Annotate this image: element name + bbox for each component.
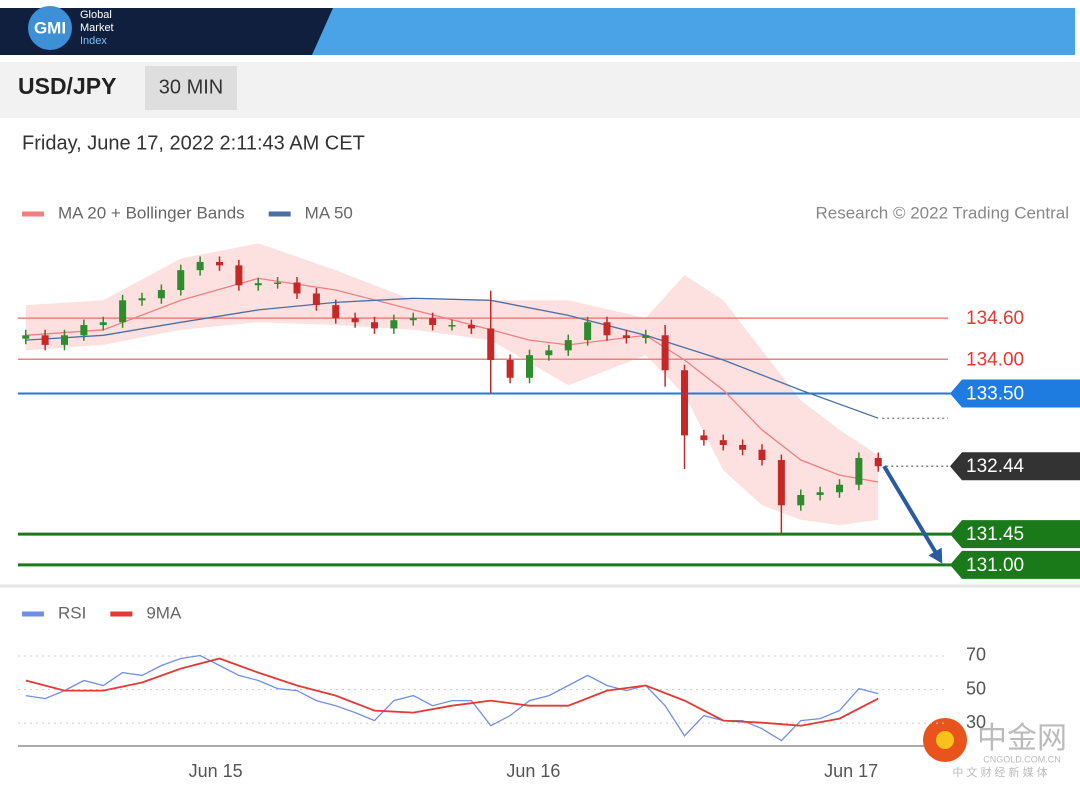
candle-body: [642, 335, 650, 339]
interval-button[interactable]: [145, 66, 237, 110]
y-tick-label: 50: [966, 678, 986, 698]
candle-body: [351, 318, 359, 323]
legend-label: MA 20 + Bollinger Bands: [58, 203, 245, 222]
legend-swatch: [22, 211, 44, 217]
forecast-arrow: [882, 465, 942, 562]
candle-body: [681, 370, 688, 436]
candle-body: [855, 457, 863, 485]
candle-body: [177, 270, 185, 291]
candle-body: [874, 457, 882, 467]
candle-body: [80, 325, 88, 336]
candle-body: [661, 335, 669, 371]
candle-body: [467, 325, 475, 329]
interval[interactable]: 30 MIN: [159, 76, 223, 98]
ma-line: [25, 297, 879, 419]
x-tick-label: Jun 15: [189, 761, 243, 781]
indicator-line: [25, 657, 879, 727]
candle-body: [371, 322, 378, 329]
candle-body: [429, 318, 437, 325]
candle-body: [41, 335, 49, 345]
bollinger-band: [25, 243, 879, 526]
legend-label: MA 50: [305, 203, 353, 222]
x-tick-label: Jun 17: [824, 761, 878, 781]
candle-body: [274, 282, 282, 284]
watermark-url: CNGOLD.COM.CN: [983, 754, 1061, 764]
candle-body: [739, 444, 747, 450]
level-box: [950, 452, 1080, 481]
brand: Market: [80, 22, 114, 34]
header-dark: [0, 8, 333, 55]
level-label: 134.60: [966, 308, 1024, 329]
candle-body: [545, 350, 553, 356]
level-label: 134.00: [966, 349, 1024, 370]
candle-body: [332, 305, 340, 319]
candle-body: [138, 298, 146, 301]
legend-label: RSI: [58, 603, 86, 622]
candle-body: [719, 440, 727, 445]
symbol: USD/JPY: [18, 73, 116, 99]
candle-body: [777, 460, 785, 506]
candle-body: [564, 340, 572, 351]
candle-body: [119, 300, 127, 323]
timestamp: Friday, June 17, 2022 2:11:43 AM CET: [22, 132, 365, 154]
candle-body: [293, 282, 301, 294]
watermark: 中金网 CNGOLD.COM.CN 中 文 财 经 新 媒 体: [923, 718, 1067, 779]
candle-body: [22, 335, 30, 339]
candle-body: [254, 283, 262, 286]
candle-body: [603, 322, 611, 336]
watermark-icon: [936, 731, 954, 749]
candle-body: [622, 335, 630, 339]
ma-line: [25, 277, 879, 483]
legend-swatch: [110, 611, 133, 617]
candle-body: [409, 318, 417, 321]
candle-body: [99, 322, 107, 325]
forecast-arrowhead: [928, 547, 943, 564]
x-tick-label: Jun 16: [506, 761, 560, 781]
legend-swatch: [22, 611, 44, 617]
legend-swatch: [268, 211, 291, 217]
candle-body: [312, 293, 320, 306]
level-label: 132.44: [966, 456, 1025, 477]
y-tick-label: 30: [966, 712, 986, 732]
level-box: [950, 520, 1080, 549]
level-label: 131.00: [966, 555, 1024, 576]
candle-body: [390, 320, 398, 329]
candle-body: [797, 495, 805, 506]
indicator-line: [25, 654, 879, 742]
logo-circle: [28, 6, 72, 50]
candle-body: [235, 265, 243, 286]
candle-body: [448, 325, 456, 327]
candle-body: [157, 290, 165, 299]
candle-body: [584, 322, 592, 341]
level-label: 133.50: [966, 384, 1024, 405]
candle-body: [526, 355, 533, 378]
brand: Index: [80, 35, 107, 47]
brand: Global: [80, 9, 112, 21]
logo: GMI: [34, 18, 66, 37]
candle-body: [61, 335, 68, 345]
level-box: [950, 550, 1080, 579]
candle-body: [816, 492, 824, 495]
level-box: [950, 379, 1080, 408]
candle-body: [487, 328, 495, 360]
candle-body: [506, 359, 514, 378]
legend-label: 9MA: [146, 603, 182, 622]
candle-body: [758, 449, 766, 461]
candle-body: [196, 261, 204, 271]
y-tick-label: 70: [966, 645, 986, 665]
candle-body: [700, 435, 708, 441]
credit: Research © 2022 Trading Central: [816, 203, 1070, 222]
watermark-tagline: 中 文 财 经 新 媒 体: [952, 765, 1047, 779]
candle-body: [216, 261, 223, 266]
candle-body: [836, 484, 843, 493]
level-label: 131.45: [966, 524, 1024, 545]
watermark-logo: 中金网: [977, 722, 1067, 755]
